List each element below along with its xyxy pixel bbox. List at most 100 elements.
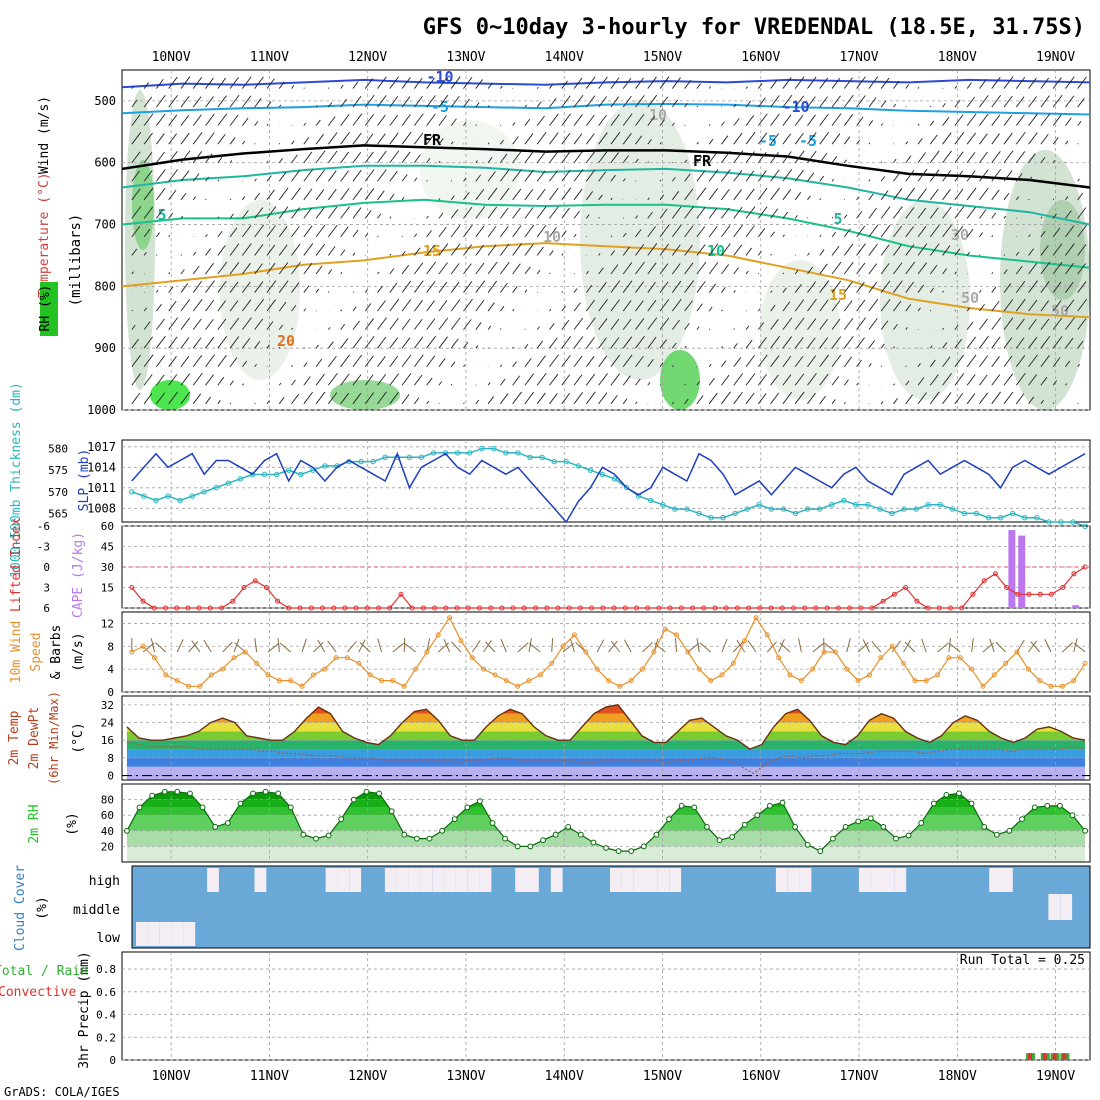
wind-barb [438,358,446,367]
wind-barb [205,396,212,405]
wind-barb [278,171,287,182]
wind-barb [905,244,915,256]
rh-point [817,848,824,854]
wind-barb [954,131,965,145]
wind-speed-point [571,632,577,638]
precip-tick: 0.6 [96,986,116,999]
thickness-point [467,450,473,456]
wind-barb [979,355,989,367]
wind-barb [487,82,493,89]
wind-barb [1028,77,1037,89]
wind-barb [917,243,928,256]
wind-barb [340,226,349,238]
precip-tick: 0.8 [96,963,116,976]
thickness-point [961,510,968,517]
wind-barb [389,193,395,201]
wind-barb [1052,317,1063,330]
thickness-point [768,506,775,512]
wind-barb [770,79,778,89]
wind-barb [929,150,940,163]
wind-barb [671,206,682,219]
wind-barb [475,174,482,182]
rh-axis-label-2m: 2m RH [27,804,42,843]
wind-barb [192,114,202,126]
wind-barb [745,373,756,386]
wind-barb [635,355,644,367]
wind-barb [242,317,252,330]
wind-barb [573,302,581,312]
wind-barb [585,356,595,367]
wind-barb [880,299,891,312]
wind-barb [229,281,239,293]
rh-point [779,799,786,806]
wind-barb [401,394,410,405]
wind-barb [561,169,571,182]
wind-barb [328,291,330,293]
wind-barb [156,303,162,312]
cloud-cell-high [479,868,492,892]
contour-label: FR [693,152,712,170]
wind-barb [561,305,566,312]
wind-barb-10m [483,640,492,653]
wind-axis-label-10m: 10m Wind [9,621,24,684]
rh-point [741,821,748,828]
wind-barb [708,152,717,163]
slp-tick: 1011 [87,481,116,495]
contour-line [121,78,1091,89]
wind-barb [708,188,719,201]
cloud-cell-middle [1048,894,1061,920]
date-label-top: 14NOV [545,50,584,65]
wind-barb [254,298,265,312]
date-label-top: 18NOV [938,50,977,65]
cloud-cell-high [207,868,219,892]
wind-barb [303,376,311,386]
wind-barb [917,392,927,405]
wind-barb [156,187,166,201]
wind-barb [598,253,601,256]
wind-barb [979,304,985,312]
wind-barb [426,355,436,367]
wind-barb [794,391,805,405]
wind-barb [217,245,226,256]
wind-barb [401,299,412,312]
wind-barb [757,113,768,126]
wind-barb [536,373,547,386]
rh-point [603,845,609,851]
lifted-point [465,605,471,611]
wind-barb [229,160,233,163]
wind-barb [328,327,331,330]
wind-barb [622,132,632,145]
rh-point [565,824,572,830]
wind-barb [131,131,142,145]
wind-barb [450,263,460,275]
wind-barb [893,188,903,201]
wind-barb [598,194,603,201]
wind-barb [229,77,239,89]
wind-speed-point [322,666,328,672]
date-label-top: 17NOV [839,50,878,65]
wind-barb [610,373,620,386]
wind-barb [1015,173,1023,182]
cape-tick: 15 [101,582,114,595]
wind-barb [352,229,359,238]
date-label-bottom: 11NOV [250,1069,289,1084]
wind-barb [610,250,616,256]
wind-barb [1077,402,1079,405]
wind-speed-point [935,672,941,678]
rh-shading [880,200,970,400]
wind-barb [168,272,171,275]
wind-speed-point [640,666,645,672]
wind-barb [377,76,387,89]
wind-barb [450,195,455,201]
cloud-cell-high [384,868,397,892]
wind-barb [315,133,324,145]
wind-barb [991,76,1001,89]
wind-barb [242,76,252,89]
temp-axis-label-4: (°C) [71,722,86,753]
wind-barb [622,318,632,330]
wind-barb [389,373,400,386]
wind-barb [1065,299,1075,312]
wind-barb-10m [921,638,927,653]
wind-barb [905,327,908,330]
wind-barb [745,114,755,126]
